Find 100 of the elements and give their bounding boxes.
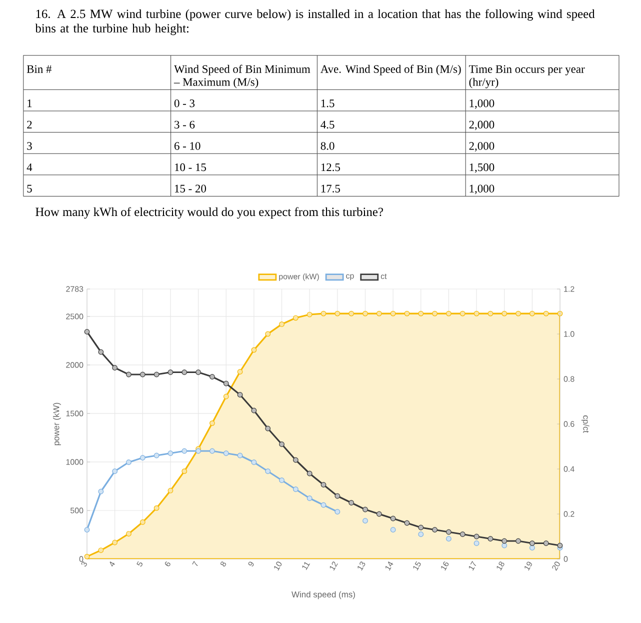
point — [376, 511, 382, 517]
point — [334, 509, 340, 514]
point — [168, 370, 174, 375]
text: 1,500 — [470, 163, 494, 173]
point — [223, 394, 229, 400]
point — [279, 478, 284, 483]
point — [474, 534, 480, 540]
point — [362, 506, 368, 512]
point — [265, 426, 271, 432]
point — [334, 310, 340, 316]
point — [251, 347, 257, 353]
text: 1,000 — [470, 184, 494, 194]
point — [237, 392, 243, 398]
point — [292, 315, 298, 321]
point — [348, 310, 354, 316]
point — [320, 310, 326, 316]
point — [126, 460, 132, 465]
point — [168, 450, 174, 456]
point — [265, 468, 271, 474]
point — [182, 370, 188, 375]
point — [182, 468, 188, 474]
point — [474, 540, 480, 546]
point — [348, 500, 354, 506]
text: 2,000 — [469, 120, 494, 130]
text: 15 - 20 — [174, 184, 206, 192]
point — [460, 310, 466, 316]
point — [292, 457, 298, 463]
point — [154, 452, 160, 458]
point — [529, 540, 535, 546]
point — [306, 312, 312, 318]
text: 1,000 — [470, 99, 494, 109]
point — [529, 310, 535, 316]
point — [404, 520, 410, 526]
point — [488, 310, 494, 316]
point — [84, 554, 90, 560]
text: 10 - 15 — [174, 163, 206, 172]
point — [460, 532, 466, 537]
point — [210, 448, 215, 454]
point — [98, 349, 104, 355]
point — [126, 531, 132, 536]
point — [237, 369, 243, 374]
point — [306, 496, 312, 501]
point — [154, 372, 160, 378]
point — [516, 538, 521, 544]
point — [362, 518, 368, 524]
point — [98, 488, 104, 494]
text: 12.5 — [321, 163, 340, 172]
point — [334, 493, 340, 499]
text: 6 - 10 — [174, 142, 200, 150]
point — [320, 502, 326, 508]
point — [265, 331, 271, 337]
point — [502, 538, 508, 544]
point — [98, 548, 104, 553]
chart-title: 16. A 2.5 MW wind turbine (power curve below) is installed in a location that has the following wind speed bins at the turbine hub height: — [35, 9, 595, 36]
point — [223, 450, 229, 456]
point — [446, 310, 452, 316]
point — [432, 527, 438, 532]
text: 1 — [28, 100, 32, 108]
point — [210, 374, 215, 380]
point — [126, 372, 132, 378]
text: Bin # — [26, 65, 52, 73]
text: 3 - 6 — [174, 120, 195, 129]
point — [279, 442, 284, 447]
text: Time Bin occurs per year (hr/yr) — [468, 65, 585, 88]
point — [84, 527, 90, 532]
point — [223, 380, 229, 386]
text: 17.5 — [321, 184, 340, 192]
point — [418, 532, 424, 537]
point — [182, 448, 188, 454]
point — [306, 470, 312, 476]
point — [543, 540, 549, 546]
point — [210, 420, 215, 426]
point — [529, 545, 535, 550]
text: 0 - 3 — [174, 99, 195, 108]
text: 2 — [27, 120, 32, 128]
point — [390, 310, 396, 316]
point — [362, 310, 368, 316]
point — [279, 322, 284, 327]
point — [251, 408, 257, 414]
point — [390, 527, 396, 532]
text: 3 — [27, 142, 32, 150]
point — [390, 516, 396, 522]
text: Wind Speed of Bin Minimum – Maximum (M/s) — [174, 64, 310, 88]
x-axis-title: Wind speed (ms) — [292, 591, 355, 600]
point — [112, 365, 118, 370]
point — [237, 452, 243, 458]
text: 4.5 — [320, 120, 334, 129]
point — [543, 310, 549, 316]
point — [488, 536, 494, 542]
y-axis-title: power (kW) — [53, 402, 61, 446]
point — [140, 519, 146, 525]
point — [168, 488, 174, 494]
point — [502, 542, 508, 548]
point — [418, 310, 424, 316]
point — [446, 536, 452, 542]
text: 4 — [26, 163, 32, 172]
point — [474, 310, 480, 316]
text: 2,000 — [469, 142, 494, 152]
text: Ave. Wind Speed of Bin (M/s) — [320, 64, 461, 76]
point — [140, 372, 146, 378]
